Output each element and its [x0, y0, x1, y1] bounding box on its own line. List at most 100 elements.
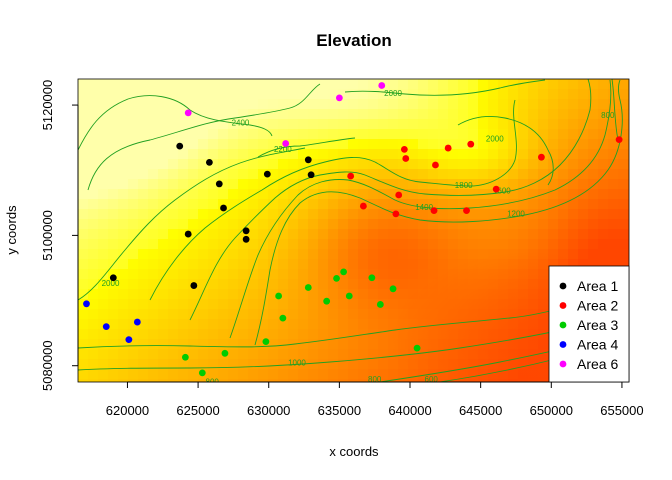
raster-cell [458, 79, 469, 90]
raster-cell [418, 169, 429, 180]
raster-cell [498, 89, 509, 100]
raster-cell [288, 329, 299, 340]
raster-cell [458, 249, 469, 260]
raster-cell [348, 259, 359, 270]
raster-cell [428, 239, 439, 250]
point-area-2 [538, 153, 545, 161]
raster-cell [138, 359, 149, 370]
point-area-3 [221, 349, 229, 357]
raster-cell [198, 219, 209, 230]
raster-cell [578, 129, 589, 140]
raster-cell [288, 199, 299, 210]
raster-cell [148, 329, 159, 340]
raster-cell [538, 239, 549, 250]
raster-cell [378, 209, 389, 220]
raster-cell [98, 289, 109, 300]
point-area-3 [368, 274, 376, 282]
raster-cell [98, 339, 109, 350]
raster-cell [138, 309, 149, 320]
raster-cell [208, 329, 219, 340]
raster-cell [378, 379, 389, 382]
raster-cell [398, 159, 409, 170]
raster-cell [368, 129, 379, 140]
raster-cell [238, 99, 249, 110]
raster-cell [318, 219, 329, 230]
raster-cell [318, 179, 329, 190]
raster-cell [328, 79, 339, 90]
raster-cell [248, 319, 259, 330]
raster-cell [618, 199, 629, 210]
raster-cell [288, 299, 299, 310]
raster-cell [608, 119, 619, 130]
raster-cell [298, 89, 309, 100]
raster-cell [158, 199, 169, 210]
raster-cell [348, 139, 359, 150]
raster-cell [328, 309, 339, 320]
raster-cell [378, 309, 389, 320]
raster-cell [148, 309, 159, 320]
raster-cell [178, 359, 189, 370]
raster-cell [528, 79, 539, 90]
raster-cell [88, 79, 99, 90]
raster-cell [288, 179, 299, 190]
raster-cell [178, 149, 189, 160]
raster-cell [378, 99, 389, 110]
raster-cell [128, 159, 139, 170]
raster-cell [248, 299, 259, 310]
raster-cell [398, 129, 409, 140]
raster-cell [298, 329, 309, 340]
raster-cell [198, 279, 209, 290]
raster-cell [508, 89, 519, 100]
raster-cell [308, 379, 319, 382]
raster-cell [368, 89, 379, 100]
y-tick-label: 5100000 [40, 210, 55, 261]
contour-label: 1600 [493, 187, 511, 196]
contour-label: 2200 [274, 145, 292, 154]
raster-cell [408, 79, 419, 90]
raster-cell [418, 119, 429, 130]
raster-cell [318, 329, 329, 340]
raster-cell [378, 189, 389, 200]
raster-cell [378, 89, 389, 100]
raster-cell [158, 279, 169, 290]
point-area-2 [615, 136, 623, 144]
raster-cell [628, 139, 629, 150]
raster-cell [608, 129, 619, 140]
raster-cell [478, 239, 489, 250]
raster-cell [448, 99, 459, 110]
raster-cell [478, 159, 489, 170]
raster-cell [628, 209, 629, 220]
x-axis-label: x coords [329, 444, 379, 459]
raster-cell [478, 219, 489, 230]
raster-cell [178, 319, 189, 330]
raster-cell [238, 149, 249, 160]
raster-cell [268, 219, 279, 230]
raster-cell [348, 309, 359, 320]
raster-cell [238, 169, 249, 180]
contour-label: 600 [425, 375, 439, 384]
raster-cell [348, 249, 359, 260]
raster-cell [158, 229, 169, 240]
raster-cell [388, 289, 399, 300]
raster-cell [298, 279, 309, 290]
raster-cell [98, 89, 109, 100]
raster-cell [518, 229, 529, 240]
raster-cell [218, 299, 229, 310]
raster-cell [448, 219, 459, 230]
raster-cell [138, 299, 149, 310]
contour-line-right-upper [611, 79, 619, 141]
raster-cell [498, 179, 509, 190]
point-area-2 [463, 207, 470, 215]
raster-cell [308, 359, 319, 370]
raster-cell [498, 109, 509, 120]
raster-cell [118, 89, 129, 100]
raster-cell [238, 189, 249, 200]
raster-cell [288, 189, 299, 200]
raster-cell [218, 259, 229, 270]
point-area-1 [176, 142, 184, 150]
raster-cell [78, 329, 89, 340]
raster-cell [368, 189, 379, 200]
raster-cell [618, 79, 629, 90]
raster-cell [388, 259, 399, 270]
raster-cell [168, 299, 179, 310]
